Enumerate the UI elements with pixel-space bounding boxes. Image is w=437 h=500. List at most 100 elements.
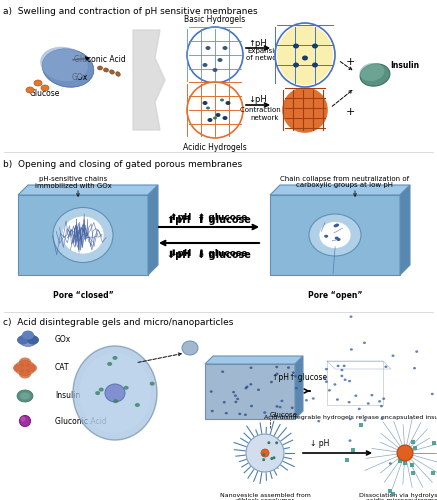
Ellipse shape [202,63,208,67]
Text: GOx: GOx [55,336,71,344]
Ellipse shape [20,416,31,426]
Ellipse shape [293,44,299,49]
Text: Acidic Hydrogels: Acidic Hydrogels [183,142,247,152]
Ellipse shape [333,224,337,228]
Ellipse shape [325,368,328,370]
Ellipse shape [291,406,294,409]
Ellipse shape [19,358,31,366]
Ellipse shape [26,87,34,93]
Ellipse shape [415,350,418,353]
Bar [413,446,416,450]
Ellipse shape [272,456,275,460]
Text: ↑pH: ↑pH [249,38,267,48]
Text: ↑pH↑ glucose: ↑pH↑ glucose [272,372,328,382]
Ellipse shape [385,366,387,368]
Ellipse shape [34,80,42,86]
Ellipse shape [208,118,212,122]
Ellipse shape [113,399,118,403]
Ellipse shape [232,391,235,394]
Ellipse shape [212,68,218,72]
FancyBboxPatch shape [18,195,148,275]
Text: Gluconic Acid: Gluconic Acid [74,56,126,64]
Ellipse shape [381,418,384,420]
Ellipse shape [325,380,328,383]
Ellipse shape [305,399,308,402]
Ellipse shape [110,70,114,74]
Ellipse shape [317,420,320,422]
Ellipse shape [234,400,237,403]
Ellipse shape [250,383,252,386]
Text: GOx: GOx [72,74,88,82]
Ellipse shape [333,383,336,386]
Ellipse shape [350,348,353,350]
Ellipse shape [225,101,230,105]
Ellipse shape [40,46,88,82]
Ellipse shape [223,401,226,404]
Ellipse shape [27,336,39,344]
Ellipse shape [262,458,265,461]
Ellipse shape [324,234,328,238]
Ellipse shape [343,378,347,381]
Text: ⬇pH  ⬇ glucose: ⬇pH ⬇ glucose [167,250,251,260]
Ellipse shape [271,457,273,460]
Ellipse shape [336,364,340,367]
Ellipse shape [295,387,298,390]
Ellipse shape [360,63,385,81]
Text: Gluconic Acid: Gluconic Acid [55,416,107,426]
Ellipse shape [354,394,357,397]
Polygon shape [133,30,165,130]
Ellipse shape [124,386,128,390]
Ellipse shape [276,372,278,375]
Ellipse shape [335,224,339,226]
Ellipse shape [349,418,352,420]
Ellipse shape [62,216,104,254]
Ellipse shape [187,82,243,138]
Ellipse shape [281,400,284,402]
FancyBboxPatch shape [270,195,400,275]
Ellipse shape [135,403,140,407]
Text: +: + [345,107,355,117]
Ellipse shape [378,400,381,402]
Ellipse shape [261,449,269,457]
Text: Glucose: Glucose [30,88,60,98]
Ellipse shape [95,391,100,395]
Bar [359,423,363,427]
Text: +: + [345,57,355,67]
Text: Basic Hydrogels: Basic Hydrogels [184,16,246,24]
Ellipse shape [236,398,239,400]
Ellipse shape [116,72,120,76]
Ellipse shape [225,412,228,414]
Ellipse shape [17,336,29,344]
Text: CAT: CAT [55,364,69,372]
Text: Pore “open”: Pore “open” [308,290,362,300]
Text: Expansion
of network: Expansion of network [246,48,284,62]
Ellipse shape [335,236,339,240]
Ellipse shape [222,46,228,50]
Ellipse shape [358,408,361,410]
Ellipse shape [73,346,157,440]
Bar [351,448,355,452]
Ellipse shape [275,366,278,368]
Ellipse shape [287,366,290,369]
Ellipse shape [328,389,331,392]
Ellipse shape [283,88,327,132]
Ellipse shape [246,434,284,472]
Ellipse shape [150,382,155,386]
Ellipse shape [309,214,361,256]
Ellipse shape [431,392,434,395]
Ellipse shape [319,222,351,248]
Ellipse shape [105,384,125,402]
Ellipse shape [389,462,392,465]
Ellipse shape [238,412,241,415]
Ellipse shape [257,388,260,391]
Bar [388,490,392,494]
Ellipse shape [244,414,247,416]
Ellipse shape [250,366,253,369]
Ellipse shape [246,386,249,388]
Bar [432,441,436,445]
Ellipse shape [20,392,30,400]
Ellipse shape [350,316,353,318]
Ellipse shape [277,25,333,85]
Text: ⬆pH  ⬆ glucose: ⬆pH ⬆ glucose [167,215,251,225]
Text: Dissociation via hydrolysis in
acidic microenvironment: Dissociation via hydrolysis in acidic mi… [359,492,437,500]
